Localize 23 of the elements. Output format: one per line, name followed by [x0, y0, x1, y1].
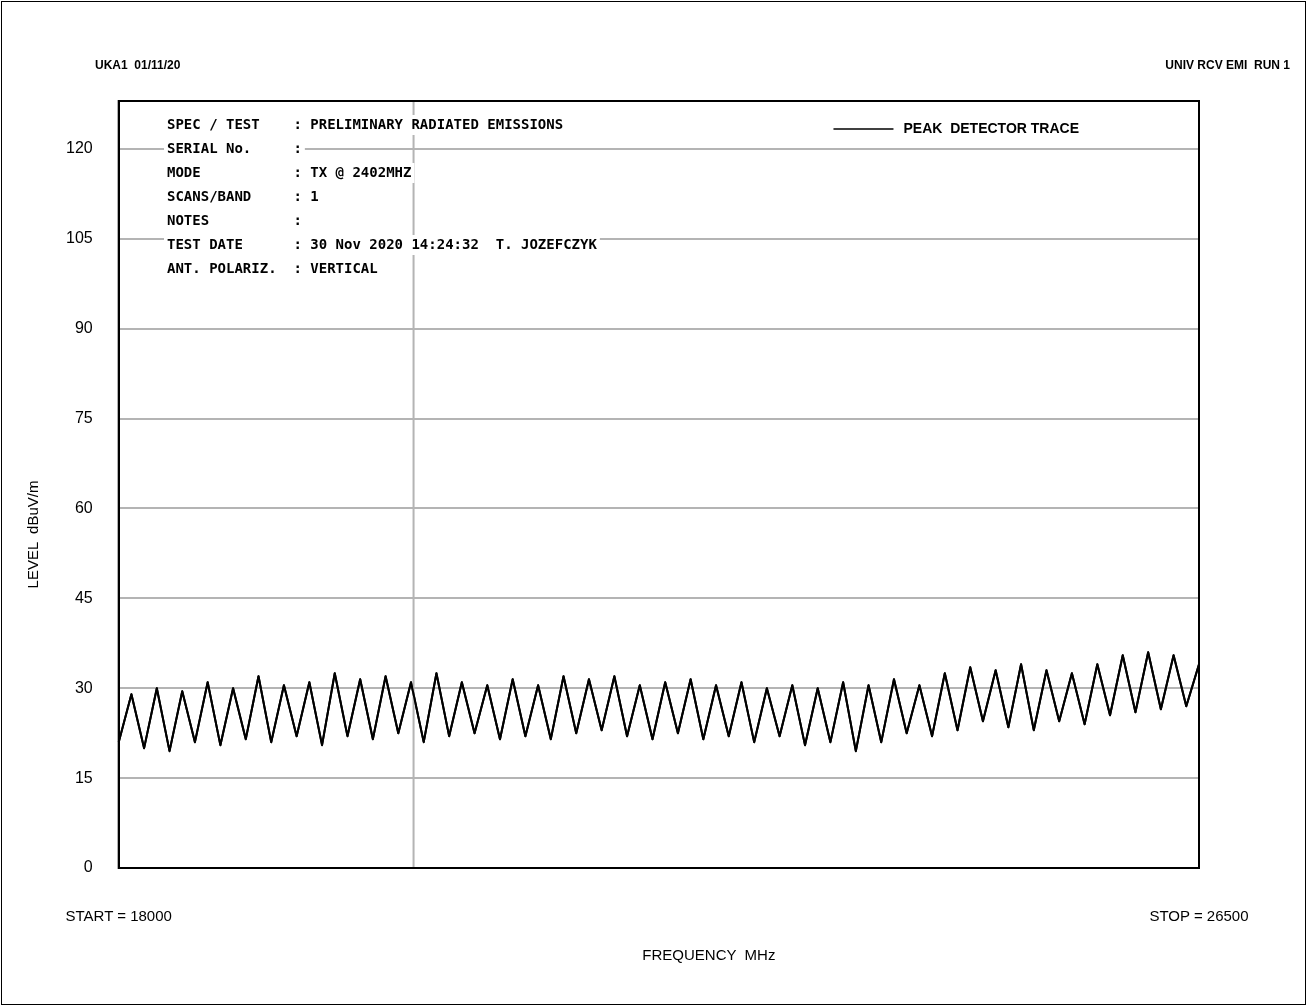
y-tick-label: 60	[74, 498, 93, 516]
x-tick-label: STOP = 26500	[1149, 907, 1249, 925]
y-tick-label: 15	[74, 768, 93, 786]
text: UNIV RCV EMI RUN 1	[1165, 58, 1291, 73]
y-axis-title: LEVEL dBuV/m	[24, 480, 42, 589]
annotation: TEST DATE : 30 Nov 2020 14:24:32 T. JOZEFCZYK	[167, 235, 598, 252]
y-tick-label: 90	[74, 319, 93, 337]
text: UKA1 01/11/20	[95, 58, 181, 73]
y-tick-label: 105	[65, 229, 93, 247]
x-tick-label: START = 18000	[65, 907, 172, 925]
y-tick-label: 0	[83, 858, 93, 876]
y-tick-label: 30	[74, 678, 93, 696]
annotation: NOTES :	[167, 211, 302, 228]
annotation: MODE : TX @ 2402MHZ	[167, 163, 412, 180]
annotation: SERIAL No. :	[167, 139, 302, 156]
x-axis-title: FREQUENCY MHz	[642, 946, 776, 964]
annotation: SCANS/BAND : 1	[167, 187, 319, 204]
annotation: SPEC / TEST : PRELIMINARY RADIATED EMISSIONS	[167, 115, 564, 132]
annotation: ANT. POLARIZ. : VERTICAL	[167, 259, 378, 276]
legend-label: PEAK DETECTOR TRACE	[903, 119, 1080, 136]
y-tick-label: 120	[65, 139, 93, 157]
y-tick-label: 45	[74, 588, 93, 606]
y-tick-label: 75	[74, 408, 93, 426]
